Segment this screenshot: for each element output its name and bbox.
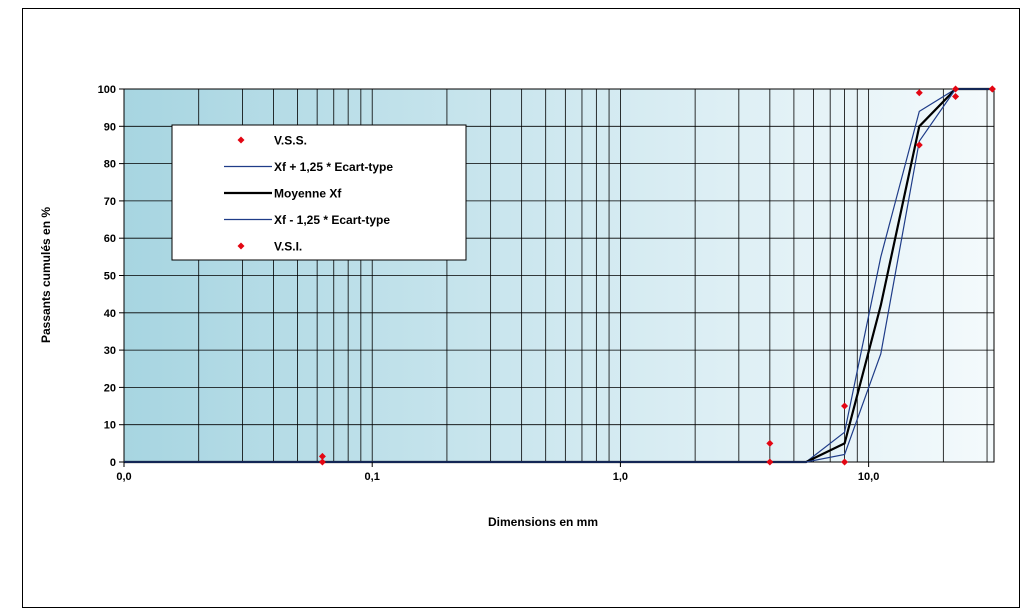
x-tick-label: 10,0 bbox=[858, 471, 879, 483]
y-tick-label: 50 bbox=[104, 271, 116, 283]
legend-label-xf-1-25-ecart-type: Xf + 1,25 * Ecart-type bbox=[274, 160, 393, 174]
x-tick-label: 0,0 bbox=[116, 471, 131, 483]
y-tick-label: 100 bbox=[98, 84, 116, 96]
legend-swatch-v-s-s bbox=[237, 136, 245, 144]
x-tick-label: 1,0 bbox=[613, 471, 628, 483]
y-tick-label: 80 bbox=[104, 159, 116, 171]
y-tick-label: 90 bbox=[104, 121, 116, 133]
y-tick-label: 70 bbox=[104, 196, 116, 208]
legend-label-v-s-i: V.S.I. bbox=[274, 240, 302, 254]
data-point-v-s-i bbox=[318, 458, 326, 466]
legend-swatch-v-s-i bbox=[237, 242, 245, 250]
y-tick-label: 20 bbox=[104, 382, 116, 394]
x-axis-ticks: 0,0 0,1 1,0 10,0 bbox=[116, 462, 879, 483]
data-point-v-s-s bbox=[766, 439, 774, 447]
series-points bbox=[318, 85, 996, 466]
legend: V.S.S. Xf + 1,25 * Ecart-type Moyenne Xf Xf… bbox=[171, 124, 467, 261]
y-tick-label: 40 bbox=[104, 308, 116, 320]
data-point-v-s-i bbox=[766, 458, 774, 466]
legend-box bbox=[171, 124, 467, 261]
data-point-v-s-s bbox=[318, 452, 326, 460]
y-axis-title: Passants cumulés en % bbox=[39, 207, 53, 343]
x-tick-label: 0,1 bbox=[365, 471, 380, 483]
y-tick-label: 0 bbox=[110, 457, 116, 469]
data-point-v-s-i bbox=[988, 85, 996, 93]
legend-label-moyenne-xf: Moyenne Xf bbox=[274, 187, 342, 201]
data-point-v-s-i bbox=[915, 141, 923, 149]
x-axis-title: Dimensions en mm bbox=[488, 515, 598, 529]
legend-label-xf-1-25-ecart-type: Xf - 1,25 * Ecart-type bbox=[274, 213, 390, 227]
data-point-v-s-s bbox=[952, 85, 960, 93]
y-tick-label: 60 bbox=[104, 233, 116, 245]
data-point-v-s-i bbox=[952, 92, 960, 100]
y-axis-ticks: 0 10 20 30 40 50 60 70 80 90 100 bbox=[98, 84, 124, 469]
data-point-v-s-i bbox=[841, 458, 849, 466]
data-point-v-s-s bbox=[915, 89, 923, 97]
y-tick-label: 10 bbox=[104, 420, 116, 432]
legend-label-v-s-s: V.S.S. bbox=[274, 134, 307, 148]
y-tick-label: 30 bbox=[104, 345, 116, 357]
data-point-v-s-s bbox=[841, 402, 849, 410]
